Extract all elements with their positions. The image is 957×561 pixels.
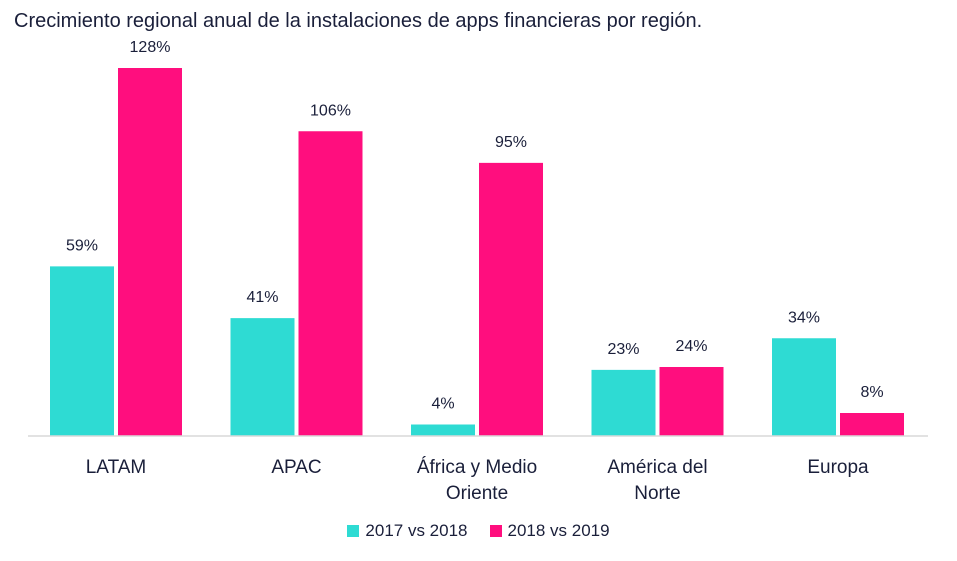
- bar-1-4: [591, 369, 656, 436]
- legend-swatch-series-1: [347, 525, 360, 537]
- category-label-4-line-1: América del: [607, 457, 707, 478]
- bar-1-2: [230, 318, 295, 436]
- category-label-3-line-1: África y Medio: [417, 457, 537, 478]
- data-label-1-2: 41%: [246, 289, 278, 306]
- bar-2-2: [298, 131, 363, 436]
- category-label-2: APAC: [271, 457, 321, 478]
- bar-2-1: [118, 68, 182, 436]
- data-label-1-4: 23%: [607, 341, 639, 358]
- chart-title: Crecimiento regional anual de la instala…: [14, 10, 703, 32]
- data-label-2-1: 128%: [130, 39, 171, 56]
- bar-1-1: [50, 266, 114, 436]
- category-label-1: LATAM: [86, 457, 147, 478]
- data-label-2-5: 8%: [860, 384, 883, 401]
- category-label-4-line-2: Norte: [634, 483, 680, 504]
- chart-legend: 2017 vs 2018 2018 vs 2019: [0, 521, 957, 541]
- data-label-2-3: 95%: [495, 134, 527, 151]
- category-label-3-line-2: Oriente: [446, 483, 508, 504]
- data-label-1-1: 59%: [66, 237, 98, 254]
- data-label-2-4: 24%: [675, 338, 707, 355]
- legend-label-series-2: 2018 vs 2019: [507, 521, 610, 540]
- data-label-2-2: 106%: [310, 102, 351, 119]
- category-label-5: Europa: [807, 457, 869, 478]
- bar-2-5: [840, 413, 904, 436]
- legend-label-series-1: 2017 vs 2018: [365, 521, 468, 540]
- data-label-1-5: 34%: [788, 309, 820, 326]
- data-label-1-3: 4%: [431, 396, 454, 413]
- bar-2-3: [479, 162, 543, 436]
- bar-1-3: [411, 424, 475, 436]
- legend-item-series-2: 2018 vs 2019: [489, 521, 610, 541]
- legend-swatch-series-2: [489, 525, 502, 537]
- legend-item-series-1: 2017 vs 2018: [347, 521, 468, 541]
- bar-1-5: [772, 338, 836, 436]
- bar-2-4: [659, 367, 724, 436]
